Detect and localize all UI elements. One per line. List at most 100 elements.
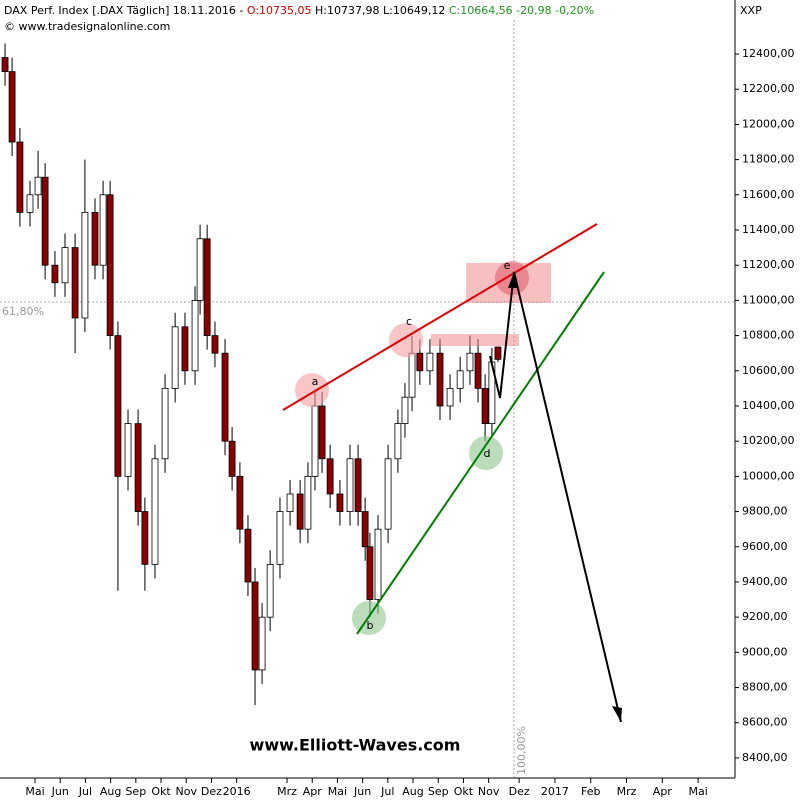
chart-header: DAX Perf. Index [.DAX Täglich] 18.11.201… bbox=[4, 4, 594, 17]
candle-body bbox=[134, 423, 142, 512]
x-tick-label: Jun bbox=[353, 785, 371, 798]
y-tick-label: 10600,00 bbox=[742, 364, 795, 377]
arrow-head bbox=[508, 272, 518, 288]
wave-label: a bbox=[312, 375, 319, 388]
y-tick-label: 12400,00 bbox=[742, 47, 795, 60]
candle-body bbox=[124, 423, 132, 477]
x-tick-label: Aug bbox=[402, 785, 423, 798]
candle-body bbox=[203, 238, 211, 336]
wave-circle bbox=[469, 436, 503, 470]
arrow-head bbox=[612, 706, 622, 722]
y-tick-label: 9200,00 bbox=[742, 610, 788, 623]
x-tick-label: Mrz bbox=[277, 785, 297, 798]
y-tick-label: 12200,00 bbox=[742, 82, 795, 95]
y-tick-label: 10000,00 bbox=[742, 469, 795, 482]
x-tick-label: Mai bbox=[25, 785, 44, 798]
wave-label: d bbox=[484, 447, 491, 460]
wave-label: b bbox=[367, 619, 374, 632]
y-tick-label: 9800,00 bbox=[742, 505, 788, 518]
candles bbox=[1, 43, 502, 706]
candle-body bbox=[366, 546, 374, 600]
candle-body bbox=[151, 458, 159, 565]
x-tick-label: Apr bbox=[653, 785, 673, 798]
candle-body bbox=[394, 423, 402, 460]
candle-body bbox=[191, 299, 199, 372]
candle-body bbox=[456, 370, 464, 389]
y-tick-label: 9000,00 bbox=[742, 645, 788, 658]
candle-body bbox=[26, 194, 34, 213]
candle-body bbox=[296, 493, 304, 530]
y-tick-label: 10400,00 bbox=[742, 399, 795, 412]
x-tick-label: Aug bbox=[100, 785, 121, 798]
x-tick-label: Nov bbox=[175, 785, 197, 798]
x-tick-label: Okt bbox=[151, 785, 171, 798]
candle-body bbox=[99, 194, 107, 266]
candle-body bbox=[494, 346, 502, 360]
candle-body bbox=[1, 57, 9, 73]
x-tick-label: Dez bbox=[509, 785, 530, 798]
y-tick-label: 12000,00 bbox=[742, 117, 795, 130]
y-tick-label: 8400,00 bbox=[742, 751, 788, 764]
candle-body bbox=[481, 387, 489, 424]
x-tick-label: Jun bbox=[51, 785, 69, 798]
y-tick-label: 10800,00 bbox=[742, 329, 795, 342]
candle-body bbox=[244, 528, 252, 583]
candle-body bbox=[91, 212, 99, 266]
x-tick-label: Feb bbox=[581, 785, 600, 798]
candle-body bbox=[106, 194, 114, 336]
resistance-zone bbox=[431, 334, 519, 346]
wave-label: e bbox=[504, 259, 511, 272]
watermark: www.Elliott-Waves.com bbox=[250, 736, 461, 755]
annotations: a b c d e bbox=[282, 223, 622, 723]
y-tick-label: 11000,00 bbox=[742, 293, 795, 306]
candle-body bbox=[401, 396, 409, 424]
candle-body bbox=[384, 458, 392, 530]
candle-body bbox=[16, 141, 24, 213]
candle-body bbox=[426, 352, 434, 372]
candle-body bbox=[446, 387, 454, 407]
x-tick-label: 2017 bbox=[541, 785, 569, 798]
symbol: DAX Perf. Index [.DAX Täglich] 18.11.201… bbox=[4, 4, 243, 17]
candle-body bbox=[196, 238, 204, 301]
x-tick-label: Mrz bbox=[617, 785, 637, 798]
y-tick-label: 10200,00 bbox=[742, 434, 795, 447]
candle-body bbox=[221, 352, 229, 442]
x-tick-label: Nov bbox=[478, 785, 500, 798]
candle-body bbox=[141, 511, 149, 565]
candle-body bbox=[251, 581, 259, 671]
x-tick-label: 2016 bbox=[223, 785, 251, 798]
x-tick-label: Mai bbox=[328, 785, 347, 798]
upper-trendline bbox=[282, 223, 598, 411]
y-tick-label: 8800,00 bbox=[742, 681, 788, 694]
fib-label: 61,80% bbox=[2, 305, 44, 318]
candle-body bbox=[258, 616, 266, 671]
candle-body bbox=[416, 352, 424, 372]
candle-body bbox=[276, 511, 284, 565]
wave-label: c bbox=[406, 315, 412, 328]
y-tick-label: 9600,00 bbox=[742, 540, 788, 553]
copyright: © www.tradesignalonline.com bbox=[4, 20, 170, 33]
candle-body bbox=[8, 71, 16, 143]
candle-body bbox=[304, 475, 312, 530]
x-tick-label: Jul bbox=[380, 785, 394, 798]
candle-body bbox=[474, 352, 482, 389]
x-tick-label: Sep bbox=[428, 785, 449, 798]
candle-body bbox=[114, 335, 122, 477]
candle-body bbox=[311, 405, 319, 477]
candle-body bbox=[326, 458, 334, 495]
candle-body bbox=[266, 563, 274, 618]
exchange: XXP bbox=[740, 4, 762, 17]
y-tick-label: 11600,00 bbox=[742, 188, 795, 201]
y-tick-label: 11400,00 bbox=[742, 223, 795, 236]
y-tick-label: 8600,00 bbox=[742, 716, 788, 729]
candle-body bbox=[436, 352, 444, 407]
x-tick-label: Apr bbox=[303, 785, 323, 798]
candle-body bbox=[61, 247, 69, 284]
candle-body bbox=[286, 493, 294, 512]
candle-body bbox=[354, 458, 362, 512]
projection-arrow bbox=[489, 271, 622, 723]
x-tick-label: Okt bbox=[454, 785, 474, 798]
candle-body bbox=[81, 212, 89, 319]
